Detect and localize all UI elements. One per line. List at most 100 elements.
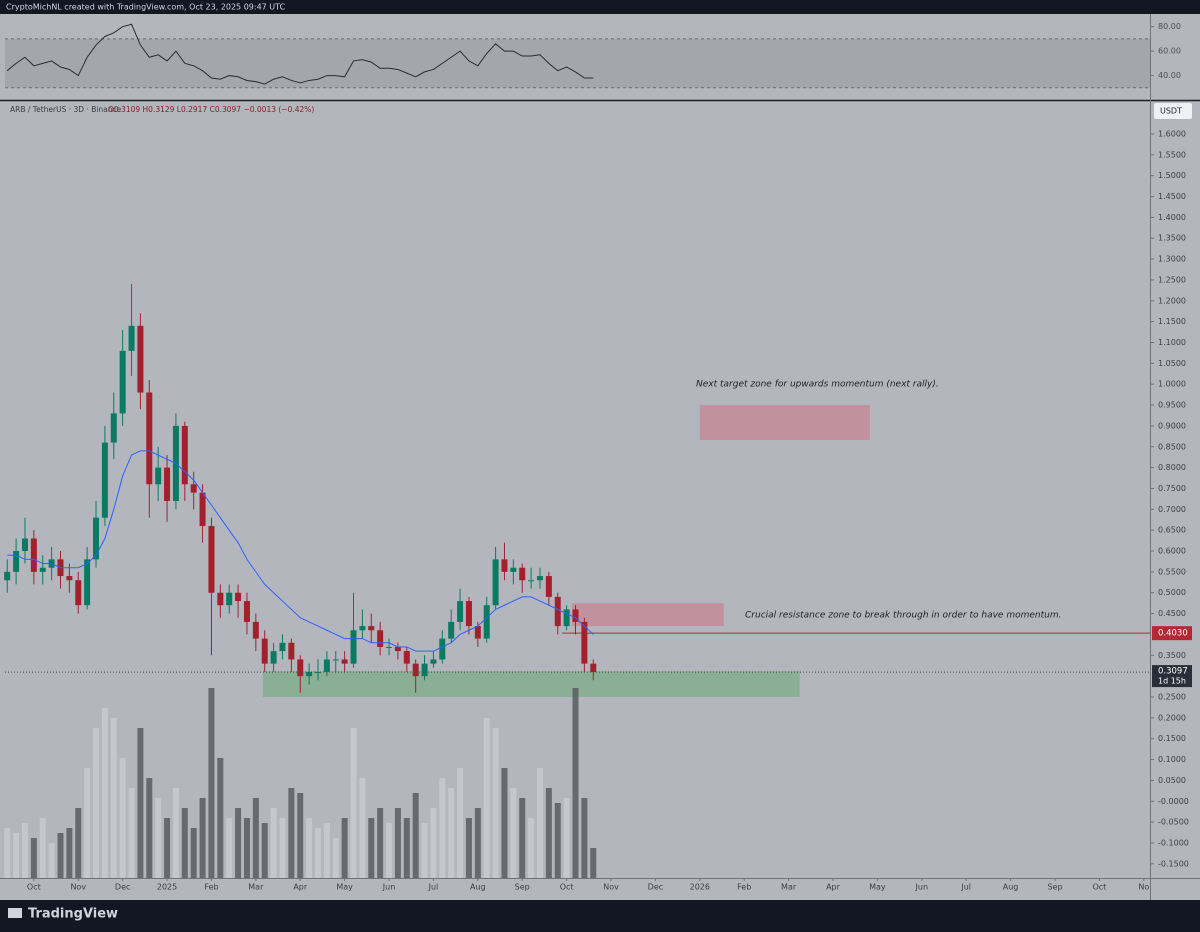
candle-body [4, 571, 11, 581]
candle-body [252, 621, 259, 639]
candle-body [66, 576, 73, 581]
volume-bar [528, 818, 535, 878]
y-tick-label: 1.5000 [1158, 171, 1186, 180]
y-tick-label: -0.1500 [1158, 859, 1189, 868]
volume-bar [75, 808, 82, 878]
ohlc-readout: O0.3109 H0.3129 L0.2917 C0.3097 −0.0013 … [108, 105, 314, 114]
x-tick-label: Oct [27, 883, 41, 892]
volume-bar [21, 823, 28, 878]
volume-bar [572, 688, 579, 878]
y-tick-label: 1.3500 [1158, 234, 1186, 243]
candle-body [368, 626, 375, 631]
rsi-tick-label: 40.00 [1158, 71, 1181, 80]
moving-average [7, 450, 594, 652]
volume-bar [448, 788, 455, 878]
candle-body [536, 576, 543, 581]
candle-body [439, 638, 446, 660]
candle-body [528, 580, 535, 582]
volume-bar [536, 768, 543, 878]
candle-body [519, 567, 526, 581]
y-tick-label: 0.5000 [1158, 588, 1186, 597]
candle-body [483, 605, 490, 639]
candle-body [572, 609, 579, 622]
volume-bar [66, 828, 73, 878]
annotation: Crucial resistance zone to break through… [745, 611, 1061, 621]
candle-body [323, 659, 330, 672]
candle-body [30, 538, 37, 572]
logo: TradingView [8, 907, 118, 922]
x-tick-label: Nov [603, 883, 619, 892]
candle-body [350, 630, 357, 664]
candle-body [217, 592, 224, 606]
y-tick-label: 0.6500 [1158, 526, 1186, 535]
volume-bar [93, 728, 100, 878]
candle-body [492, 559, 499, 606]
volume-bar [137, 728, 144, 878]
candle-body [474, 626, 481, 639]
y-tick-label: 1.6000 [1158, 129, 1186, 138]
candle-body [235, 592, 242, 602]
logo-text: TradingView [28, 907, 118, 922]
candle-body [510, 567, 517, 572]
y-tick-label: 0.9000 [1158, 421, 1186, 430]
volume-bar [13, 833, 20, 878]
candle-body [386, 646, 393, 648]
x-tick-label: No [1138, 883, 1149, 892]
volume-bar [226, 818, 233, 878]
candle-body [164, 467, 171, 501]
candle-body [128, 325, 135, 351]
y-tick-label: -0.1000 [1158, 838, 1189, 847]
volume-bar [297, 793, 304, 878]
candle-body [501, 559, 508, 572]
candle-body [403, 651, 410, 664]
volume-bar [146, 778, 153, 878]
candle-body [119, 350, 126, 414]
rsi-tick-label: 60.00 [1158, 47, 1181, 56]
volume-bar [430, 808, 437, 878]
candle-body [448, 621, 455, 639]
volume-bar [181, 808, 188, 878]
x-tick-label: Aug [470, 883, 486, 892]
x-tick-label: Jun [382, 883, 396, 892]
y-tick-label: 0.8500 [1158, 442, 1186, 451]
volume-bar [235, 808, 242, 878]
x-tick-label: Nov [70, 883, 86, 892]
volume-bar [48, 843, 55, 878]
volume-bar [110, 718, 117, 878]
volume-bar [101, 708, 108, 878]
volume-bar [190, 828, 197, 878]
y-tick-label: 1.2500 [1158, 275, 1186, 284]
volume-bar [57, 833, 64, 878]
candle-body [155, 467, 162, 485]
y-tick-label: 0.3500 [1158, 651, 1186, 660]
y-tick-label: 0.7500 [1158, 484, 1186, 493]
volume-bar [314, 828, 321, 878]
x-tick-label: Feb [737, 883, 751, 892]
volume-bar [217, 758, 224, 878]
y-tick-label: -0.0500 [1158, 818, 1189, 827]
y-tick-label: 0.8000 [1158, 463, 1186, 472]
volume-bar [457, 768, 464, 878]
candle-body [279, 642, 286, 652]
candle-body [101, 442, 108, 518]
volume-bar [164, 818, 171, 878]
volume-bar [279, 818, 286, 878]
candle-body [75, 580, 82, 606]
level-label: 0.4030 [1158, 629, 1188, 639]
volume-bar [261, 823, 268, 878]
x-tick-label: May [336, 883, 353, 892]
countdown: 1d 15h [1158, 677, 1186, 686]
rsi-line [6, 23, 594, 85]
volume-bar [501, 768, 508, 878]
candle-body [270, 651, 277, 664]
volume-bar [199, 798, 206, 878]
x-tick-label: Oct [1092, 883, 1106, 892]
candle-body [421, 663, 428, 677]
volume-bar [510, 788, 517, 878]
candle-body [93, 517, 100, 560]
volume-bar [332, 838, 339, 878]
volume-bar [386, 823, 393, 878]
volume-bar [483, 718, 490, 878]
y-tick-label: 1.0000 [1158, 380, 1186, 389]
